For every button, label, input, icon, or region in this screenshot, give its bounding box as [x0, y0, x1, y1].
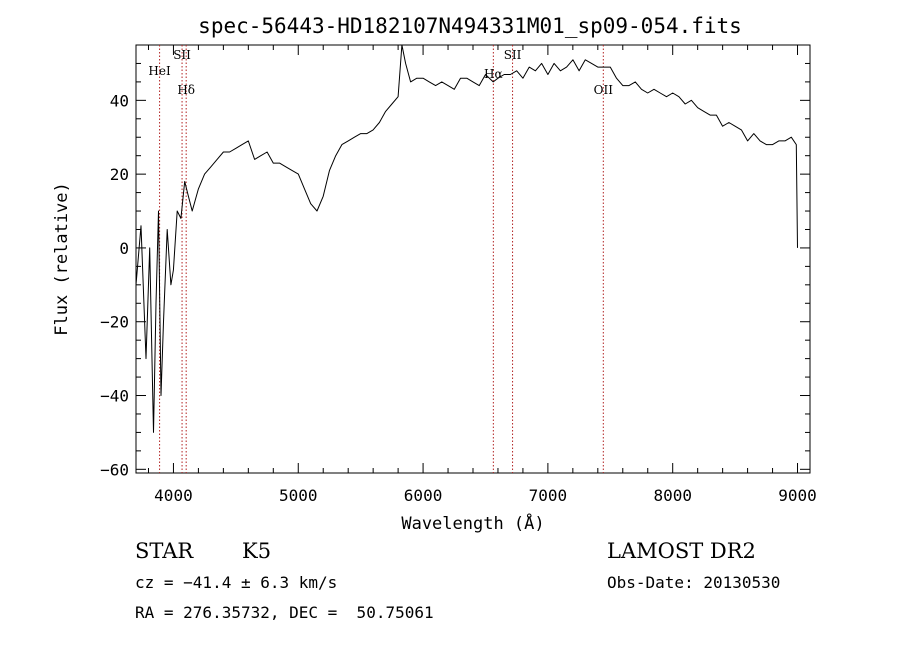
y-axis-label: Flux (relative) — [52, 182, 72, 336]
y-tick-label: −20 — [100, 313, 129, 332]
x-tick-label: 9000 — [778, 486, 817, 505]
y-tick-label: 20 — [110, 165, 129, 184]
plot-frame — [135, 44, 811, 474]
y-tick-label: 40 — [110, 91, 129, 110]
y-tick-label: −40 — [100, 387, 129, 406]
spectral-line-label: Hδ — [177, 83, 195, 97]
sky-coordinates: RA = 276.35732, DEC = 50.75061 — [135, 603, 434, 622]
spectrum-chart: spec-56443-HD182107N494331M01_sp09-054.f… — [52, 14, 817, 534]
survey-name: LAMOST DR2 — [607, 539, 756, 563]
spectral-line-label: SII — [173, 48, 191, 62]
y-tick-label: 0 — [119, 239, 129, 258]
x-axis-label: Wavelength (Å) — [401, 512, 544, 534]
x-tick-label: 5000 — [279, 486, 318, 505]
spectral-line-label: SII — [504, 48, 522, 62]
spectrum-series — [135, 44, 798, 433]
x-tick-label: 8000 — [653, 486, 692, 505]
y-tick-label: −60 — [100, 460, 129, 479]
spectral-line-label: Hα — [484, 67, 503, 81]
observation-date: Obs-Date: 20130530 — [607, 573, 781, 592]
x-tick-label: 7000 — [529, 486, 568, 505]
spectral-subclass: K5 — [242, 539, 272, 563]
spectral-line-label: OII — [594, 83, 614, 97]
spectral-line-label: HeI — [148, 64, 171, 78]
x-tick-label: 6000 — [404, 486, 443, 505]
spectrum-line — [135, 44, 798, 433]
y-axis: −60 −40 −20 0 20 40 — [100, 62, 810, 479]
redshift-velocity: cz = −41.4 ± 6.3 km/s — [135, 573, 338, 592]
object-class: STAR — [135, 539, 194, 563]
chart-title: spec-56443-HD182107N494331M01_sp09-054.f… — [198, 14, 742, 38]
x-axis: 4000 5000 6000 7000 8000 9000 — [147, 45, 817, 505]
x-tick-label: 4000 — [154, 486, 193, 505]
